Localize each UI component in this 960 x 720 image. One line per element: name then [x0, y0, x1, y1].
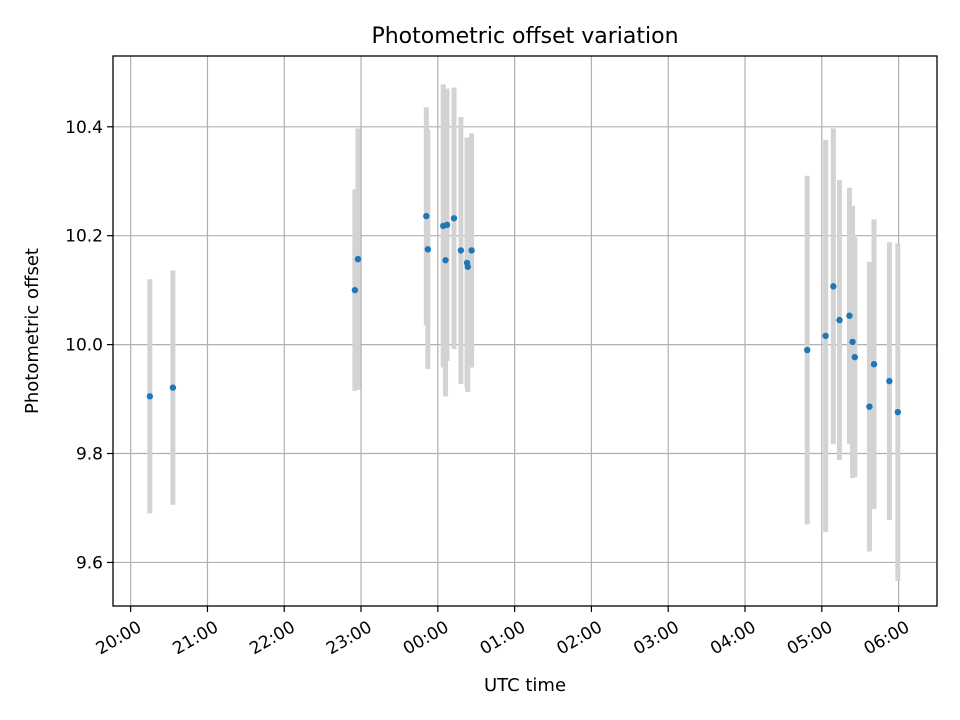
data-point	[468, 247, 475, 254]
data-point	[424, 246, 432, 253]
x-tick-label: 03:00	[630, 617, 682, 659]
axis-ticks: 20:00 21:00 22:00 23:00 00:00 01:00 02:00 03:00…	[65, 118, 913, 659]
y-tick-label: 10.4	[65, 118, 103, 138]
data-point	[146, 393, 154, 400]
data-point	[822, 332, 829, 340]
grid	[113, 56, 937, 606]
x-tick-label: 23:00	[323, 617, 375, 659]
x-tick-label: 00:00	[400, 617, 452, 659]
data-point	[804, 346, 811, 354]
data-point	[169, 384, 177, 391]
x-tick-label: 22:00	[246, 617, 298, 659]
plot-area-frame	[112, 55, 938, 607]
x-tick-label: 04:00	[707, 617, 759, 659]
y-tick-label: 9.8	[76, 445, 103, 465]
error-bars	[147, 84, 901, 581]
y-axis-label: Photometric offset	[22, 248, 43, 414]
chart-title: Photometric offset variation	[371, 24, 678, 49]
data-point	[870, 361, 878, 368]
data-point	[886, 377, 893, 385]
data-points	[146, 212, 902, 416]
data-point	[464, 263, 471, 270]
data-point	[423, 212, 430, 220]
y-tick-label: 10.0	[65, 336, 103, 356]
data-point	[354, 255, 362, 263]
data-point	[851, 353, 859, 361]
x-tick-label: 06:00	[861, 617, 913, 659]
y-tick-label: 10.2	[65, 227, 103, 247]
data-point	[442, 257, 449, 264]
data-point	[849, 338, 856, 346]
y-tick-label: 9.6	[76, 553, 103, 573]
data-point	[351, 286, 359, 294]
data-point	[846, 312, 853, 319]
data-point	[836, 316, 843, 324]
data-point	[443, 221, 451, 229]
x-tick-label: 01:00	[477, 617, 529, 659]
x-tick-label: 21:00	[170, 617, 222, 659]
x-axis-label: UTC time	[484, 675, 566, 696]
x-tick-label: 02:00	[553, 617, 605, 659]
data-point	[894, 408, 902, 416]
x-tick-label: 20:00	[93, 617, 145, 659]
data-point	[830, 283, 837, 290]
x-tick-label: 05:00	[784, 617, 836, 659]
data-point	[866, 403, 873, 410]
data-point	[450, 215, 458, 222]
data-point	[457, 247, 465, 254]
